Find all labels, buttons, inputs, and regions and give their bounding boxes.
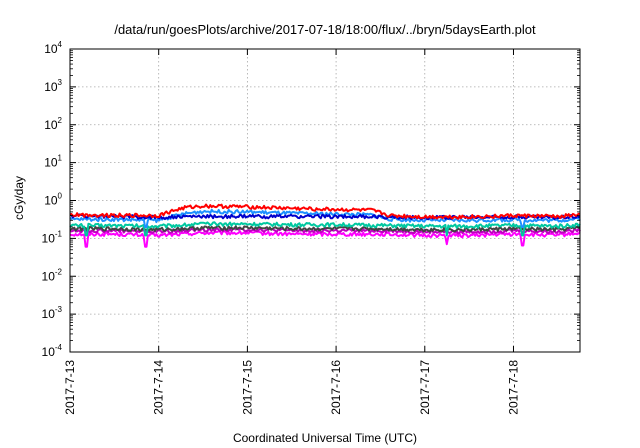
x-axis-label: Coordinated Universal Time (UTC) <box>233 431 417 445</box>
grid <box>70 49 580 352</box>
x-tick-label: 2017-7-16 <box>329 360 343 415</box>
y-tick-label: 10-1 <box>42 229 63 245</box>
x-tick-label: 2017-7-15 <box>240 360 254 415</box>
series-line <box>69 230 581 248</box>
y-tick-label: 102 <box>44 116 62 132</box>
y-tick-labels: 10-4 10-3 10-2 10-1 100 101 102 103 104 <box>42 40 63 359</box>
series-group <box>69 203 581 248</box>
axes <box>69 48 581 353</box>
x-tick-label: 2017-7-13 <box>63 360 77 415</box>
y-tick-label: 103 <box>44 78 62 94</box>
chart-title: /data/run/goesPlots/archive/2017-07-18/1… <box>114 22 536 37</box>
y-axis-label: cGy/day <box>12 176 26 220</box>
x-tick-labels: 2017-7-13 2017-7-14 2017-7-15 2017-7-16 2017… <box>63 360 520 415</box>
y-tick-label: 10-4 <box>42 343 63 359</box>
y-tick-label: 100 <box>44 192 62 208</box>
y-tick-label: 101 <box>44 154 62 170</box>
y-tick-label: 104 <box>44 40 62 56</box>
x-tick-label: 2017-7-17 <box>418 360 432 415</box>
series-line <box>69 203 581 220</box>
y-tick-label: 10-3 <box>42 305 63 321</box>
x-tick-label: 2017-7-18 <box>506 360 520 415</box>
series-line <box>69 221 581 237</box>
x-tick-label: 2017-7-14 <box>152 360 166 415</box>
y-tick-label: 10-2 <box>42 267 63 283</box>
plot-frame <box>69 48 581 353</box>
